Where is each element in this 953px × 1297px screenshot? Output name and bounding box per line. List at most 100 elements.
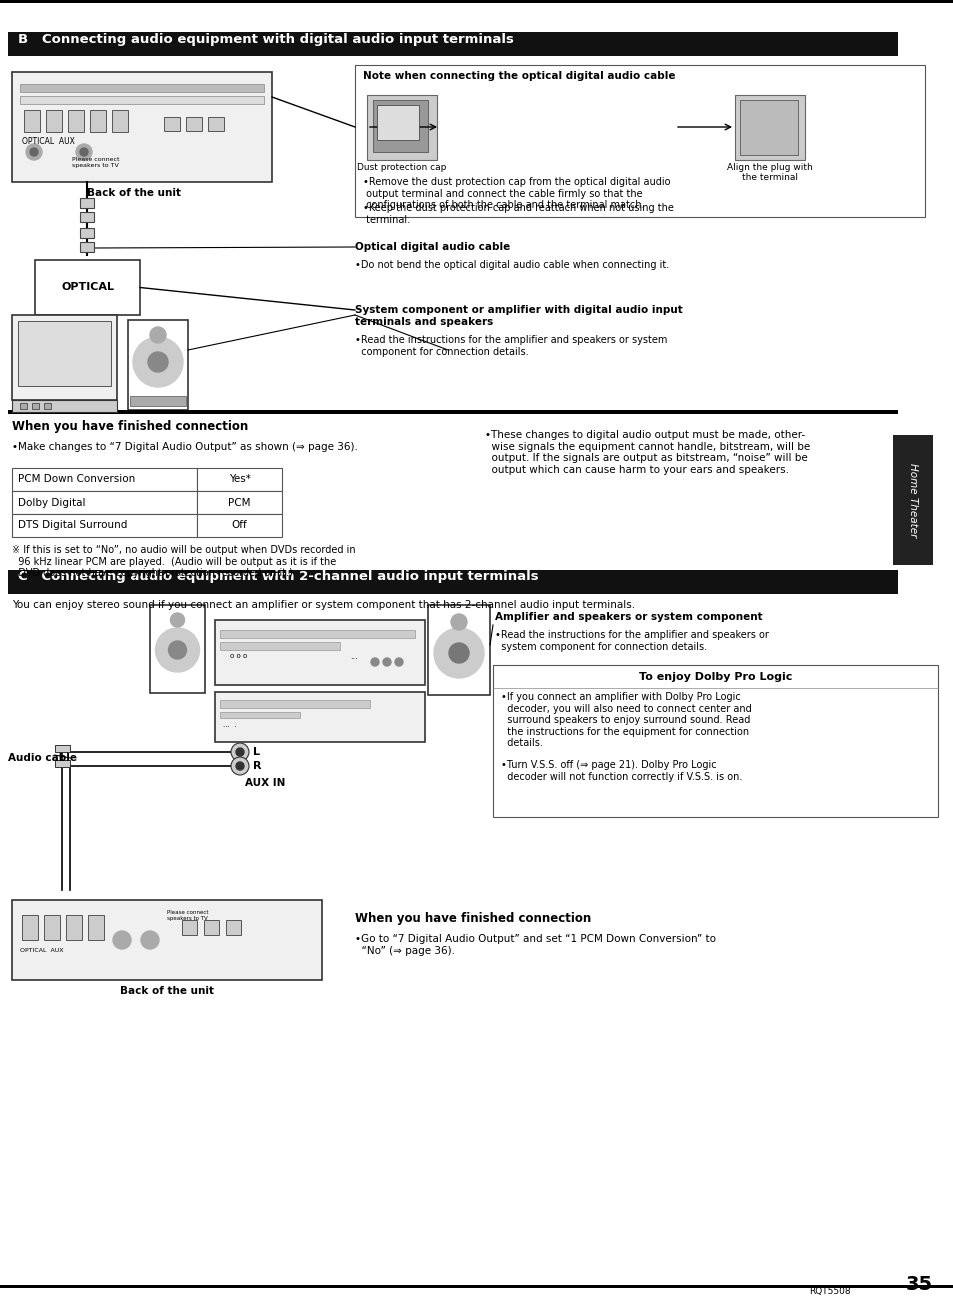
Bar — [24, 110, 40, 132]
Text: AUX IN: AUX IN — [245, 778, 285, 789]
Text: Amplifier and speakers or system component: Amplifier and speakers or system compone… — [495, 612, 761, 623]
Text: Please connect
speakers to TV: Please connect speakers to TV — [167, 910, 209, 921]
Text: Dolby Digital: Dolby Digital — [18, 498, 86, 507]
Bar — [20, 96, 264, 104]
Bar — [220, 630, 415, 638]
Text: •Read the instructions for the amplifier and speakers or system
  component for : •Read the instructions for the amplifier… — [355, 335, 667, 357]
Bar — [226, 920, 241, 935]
Text: Back of the unit: Back of the unit — [87, 188, 181, 198]
Bar — [182, 920, 196, 935]
Text: DTS Digital Surround: DTS Digital Surround — [18, 520, 128, 530]
Bar — [196, 492, 282, 514]
Bar — [66, 914, 82, 940]
Bar — [44, 914, 60, 940]
Bar — [112, 110, 128, 132]
Text: o o o: o o o — [230, 652, 247, 659]
Bar — [493, 665, 937, 817]
Bar — [68, 110, 84, 132]
Bar — [90, 110, 106, 132]
Text: OPTICAL  AUX: OPTICAL AUX — [22, 137, 74, 147]
Bar — [376, 105, 418, 140]
Text: Yes*: Yes* — [229, 475, 251, 485]
Text: Off: Off — [232, 520, 247, 530]
Bar — [128, 320, 188, 410]
Circle shape — [169, 641, 186, 659]
Circle shape — [231, 743, 249, 761]
Text: •These changes to digital audio output must be made, other-
  wise signals the e: •These changes to digital audio output m… — [484, 431, 809, 475]
Text: •Remove the dust protection cap from the optical digital audio
 output terminal : •Remove the dust protection cap from the… — [363, 176, 670, 210]
Circle shape — [26, 144, 42, 160]
Bar — [734, 95, 804, 160]
Bar — [22, 914, 38, 940]
Bar — [164, 117, 180, 131]
Bar — [12, 468, 196, 492]
Bar — [32, 403, 39, 409]
Bar — [12, 492, 196, 514]
Bar — [220, 642, 339, 650]
Bar — [12, 73, 272, 182]
Bar — [355, 65, 924, 217]
Bar — [196, 514, 282, 537]
Bar — [220, 700, 370, 708]
Circle shape — [235, 763, 244, 770]
Text: Please connect
speakers to TV: Please connect speakers to TV — [71, 157, 119, 167]
Circle shape — [451, 613, 467, 630]
Text: OPTICAL  AUX: OPTICAL AUX — [20, 948, 64, 953]
Text: To enjoy Dolby Pro Logic: To enjoy Dolby Pro Logic — [639, 672, 791, 682]
Text: R: R — [253, 761, 261, 770]
Circle shape — [382, 658, 391, 665]
Bar — [20, 403, 27, 409]
Bar — [35, 259, 140, 315]
Text: •Read the instructions for the amplifier and speakers or
  system component for : •Read the instructions for the amplifier… — [495, 630, 768, 651]
Bar — [18, 320, 111, 387]
Text: OPTICAL: OPTICAL — [61, 283, 113, 293]
Text: ※ If this is set to “No”, no audio will be output when DVDs recorded in
  96 kHz: ※ If this is set to “No”, no audio will … — [12, 545, 355, 578]
Circle shape — [30, 148, 38, 156]
Bar — [428, 604, 490, 695]
Text: Audio cable: Audio cable — [8, 754, 77, 763]
Bar — [8, 32, 897, 56]
Circle shape — [395, 658, 402, 665]
Bar — [214, 693, 424, 742]
Bar — [204, 920, 219, 935]
Bar — [186, 117, 202, 131]
Bar — [12, 315, 117, 399]
Bar — [20, 84, 264, 92]
Text: RQT5508: RQT5508 — [808, 1287, 850, 1296]
Text: •Go to “7 Digital Audio Output” and set “1 PCM Down Conversion” to
  “No” (⇒ pag: •Go to “7 Digital Audio Output” and set … — [355, 934, 716, 956]
Bar — [46, 110, 62, 132]
Bar — [44, 403, 51, 409]
Text: Optical digital audio cable: Optical digital audio cable — [355, 243, 510, 252]
Circle shape — [449, 643, 469, 663]
Text: Note when connecting the optical digital audio cable: Note when connecting the optical digital… — [363, 71, 675, 80]
Circle shape — [141, 931, 159, 949]
Bar — [220, 712, 299, 719]
Bar — [55, 760, 70, 767]
Bar — [373, 100, 428, 152]
Circle shape — [150, 327, 166, 342]
Circle shape — [112, 931, 131, 949]
Bar — [8, 569, 897, 594]
Bar — [12, 900, 322, 981]
Bar — [8, 410, 897, 414]
Circle shape — [371, 658, 378, 665]
Circle shape — [76, 144, 91, 160]
Text: C   Connecting audio equipment with 2-channel audio input terminals: C Connecting audio equipment with 2-chan… — [18, 571, 538, 584]
Bar — [0, 1285, 953, 1288]
Text: ...: ... — [350, 652, 357, 661]
Text: Align the plug with
the terminal: Align the plug with the terminal — [726, 163, 812, 183]
Text: 35: 35 — [904, 1275, 932, 1294]
Text: When you have finished connection: When you have finished connection — [12, 420, 248, 433]
Text: Dust protection cap: Dust protection cap — [357, 163, 446, 173]
Text: •Make changes to “7 Digital Audio Output” as shown (⇒ page 36).: •Make changes to “7 Digital Audio Output… — [12, 442, 357, 451]
Circle shape — [132, 337, 183, 387]
Circle shape — [80, 148, 88, 156]
Text: PCM Down Conversion: PCM Down Conversion — [18, 475, 135, 485]
Text: •Do not bend the optical digital audio cable when connecting it.: •Do not bend the optical digital audio c… — [355, 259, 669, 270]
Text: ...  .: ... . — [223, 722, 236, 728]
Text: B   Connecting audio equipment with digital audio input terminals: B Connecting audio equipment with digita… — [18, 32, 514, 45]
Text: When you have finished connection: When you have finished connection — [355, 912, 591, 925]
Bar — [80, 198, 94, 208]
Bar — [80, 228, 94, 239]
Text: •Turn V.S.S. off (⇒ page 21). Dolby Pro Logic
  decoder will not function correc: •Turn V.S.S. off (⇒ page 21). Dolby Pro … — [500, 760, 741, 782]
